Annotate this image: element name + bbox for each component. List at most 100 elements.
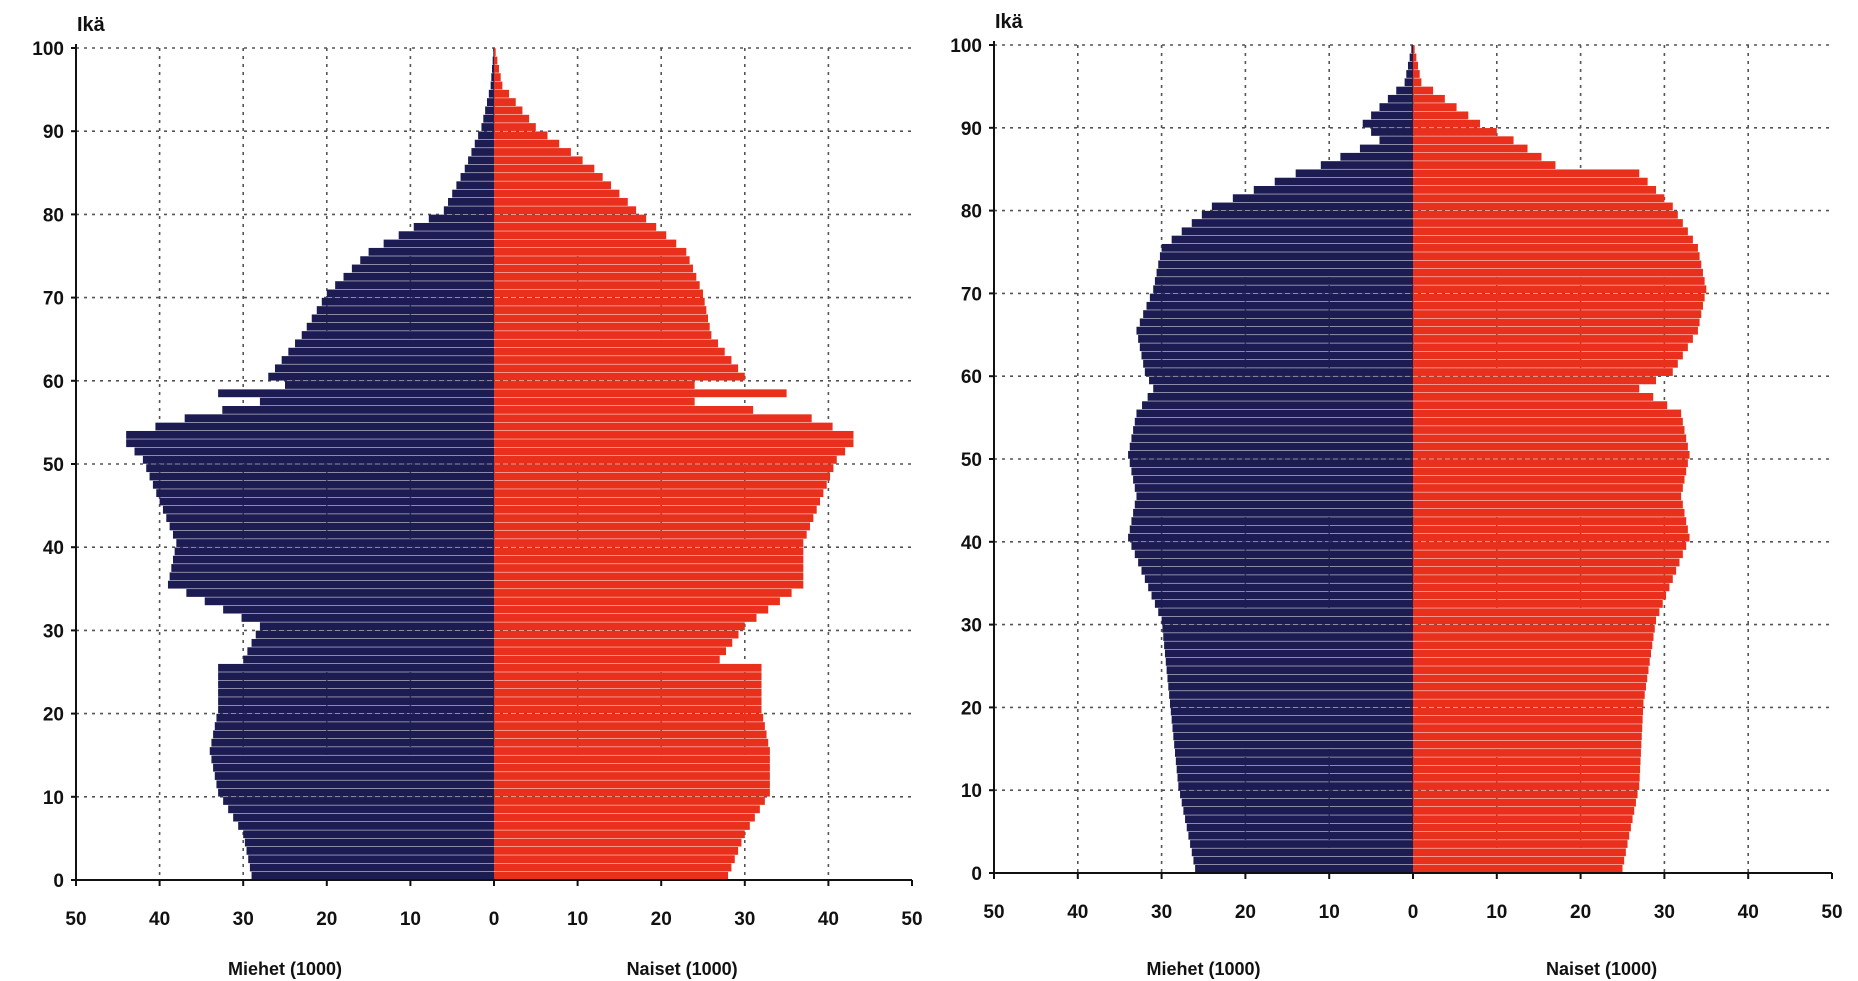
c0-bar-women	[494, 81, 503, 90]
c0-bar-women	[494, 797, 765, 805]
c0-bar-women	[494, 514, 814, 522]
c1-bar-men	[1379, 103, 1413, 111]
c0-x-tick-label: 20	[651, 909, 672, 930]
c0-bar-men	[326, 289, 494, 298]
c1-bar-women	[1413, 707, 1644, 716]
c0-bar-men	[335, 281, 494, 290]
c0-bar-women	[494, 123, 536, 131]
c1-x-tick-label: 30	[1151, 902, 1172, 923]
c0-bar-men	[351, 264, 494, 273]
c1-bar-women	[1413, 53, 1417, 62]
c0-bar-men	[255, 630, 494, 639]
c1-bar-men	[1134, 500, 1413, 509]
c1-bar-men	[1158, 608, 1413, 617]
c0-bar-men	[218, 788, 494, 797]
c1-bar-men	[1156, 268, 1413, 277]
c0-x-label-men: Miehet (1000)	[228, 959, 342, 979]
c1-bar-men	[1362, 119, 1413, 128]
c1-bar-men	[1136, 492, 1413, 501]
c0-bar-women	[494, 813, 755, 822]
c0-bar-women	[494, 447, 846, 456]
c1-bar-women	[1413, 525, 1688, 534]
c1-x-tick-label: 50	[1821, 902, 1842, 923]
c0-bar-women	[494, 547, 804, 556]
c1-bar-men	[1371, 111, 1413, 120]
c0-bar-men	[491, 64, 494, 73]
c0-bar-men	[243, 655, 494, 664]
c1-bar-men	[1163, 633, 1413, 641]
c0-x-tick-label: 40	[818, 909, 839, 930]
c0-bar-women	[494, 697, 762, 706]
c1-bar-men	[1379, 136, 1413, 145]
c0-y-tick-label: 0	[53, 871, 64, 892]
c0-bar-men	[176, 539, 494, 547]
c0-bar-women	[494, 106, 523, 115]
c1-bar-men	[1174, 740, 1413, 749]
c0-bar-women	[494, 663, 762, 672]
c0-y-axis-label: Ikä	[77, 14, 106, 36]
c0-bar-women	[494, 863, 732, 872]
c1-bar-men	[1176, 765, 1413, 774]
c0-bar-men	[204, 597, 494, 606]
c1-bar-men	[1154, 600, 1413, 608]
c0-y-tick-label: 50	[43, 455, 64, 476]
c0-bar-women	[494, 705, 762, 714]
c1-bar-women	[1413, 194, 1665, 203]
c0-x-label-women: Naiset (1000)	[627, 959, 738, 979]
c0-bar-women	[494, 381, 695, 389]
c1-bar-men	[1161, 243, 1413, 252]
c1-bar-men	[1143, 310, 1413, 318]
c1-bar-men	[1404, 78, 1413, 87]
c0-bar-men	[306, 322, 494, 331]
c1-bar-men	[1171, 235, 1413, 244]
c1-bar-men	[1170, 707, 1413, 716]
c0-bar-men	[218, 705, 494, 714]
c0-bar-women	[494, 389, 787, 398]
c0-bar-men	[443, 206, 494, 215]
c1-bar-women	[1413, 119, 1481, 128]
c0-bar-men	[162, 505, 494, 514]
c1-bar-men	[1153, 285, 1413, 294]
c0-bar-women	[494, 422, 833, 431]
c0-bar-men	[428, 214, 494, 223]
c0-bar-men	[398, 231, 494, 240]
c1-bar-men	[1173, 732, 1413, 741]
c0-bar-women	[494, 189, 620, 198]
c1-bar-women	[1413, 798, 1636, 807]
c0-bar-women	[494, 356, 732, 364]
c0-bar-men	[218, 672, 494, 681]
c0-bar-men	[155, 422, 495, 431]
c1-bar-women	[1413, 285, 1707, 294]
c1-x-tick-label: 0	[1408, 902, 1419, 923]
c0-y-tick-label: 70	[43, 289, 64, 310]
c0-bar-women	[494, 755, 770, 764]
c0-bar-men	[460, 173, 494, 181]
c0-bar-men	[288, 347, 494, 356]
c1-bar-men	[1183, 807, 1413, 815]
c0-bar-men	[172, 530, 494, 539]
c1-bar-women	[1413, 268, 1703, 277]
c1-bar-men	[1359, 144, 1413, 153]
c0-bar-women	[494, 256, 690, 265]
c0-bar-women	[494, 655, 720, 664]
c0-bar-women	[494, 131, 548, 140]
c1-bar-women	[1413, 807, 1635, 815]
c0-bar-women	[494, 763, 770, 772]
c1-x-tick-label: 30	[1654, 902, 1675, 923]
c0-bar-men	[413, 222, 494, 231]
c1-x-tick-label: 10	[1486, 902, 1507, 923]
c0-bar-women	[494, 314, 709, 323]
c1-bar-men	[1154, 277, 1413, 285]
c0-y-tick-label: 60	[43, 372, 64, 393]
c1-bar-men	[1131, 434, 1413, 443]
c0-bar-women	[494, 406, 754, 414]
c1-bar-women	[1413, 103, 1457, 111]
c0-bar-men	[295, 339, 494, 348]
c0-bar-women	[494, 539, 804, 547]
c0-bar-women	[494, 772, 770, 780]
c1-bar-women	[1413, 699, 1644, 708]
c1-bar-men	[1169, 699, 1413, 708]
c1-bar-women	[1413, 624, 1655, 633]
